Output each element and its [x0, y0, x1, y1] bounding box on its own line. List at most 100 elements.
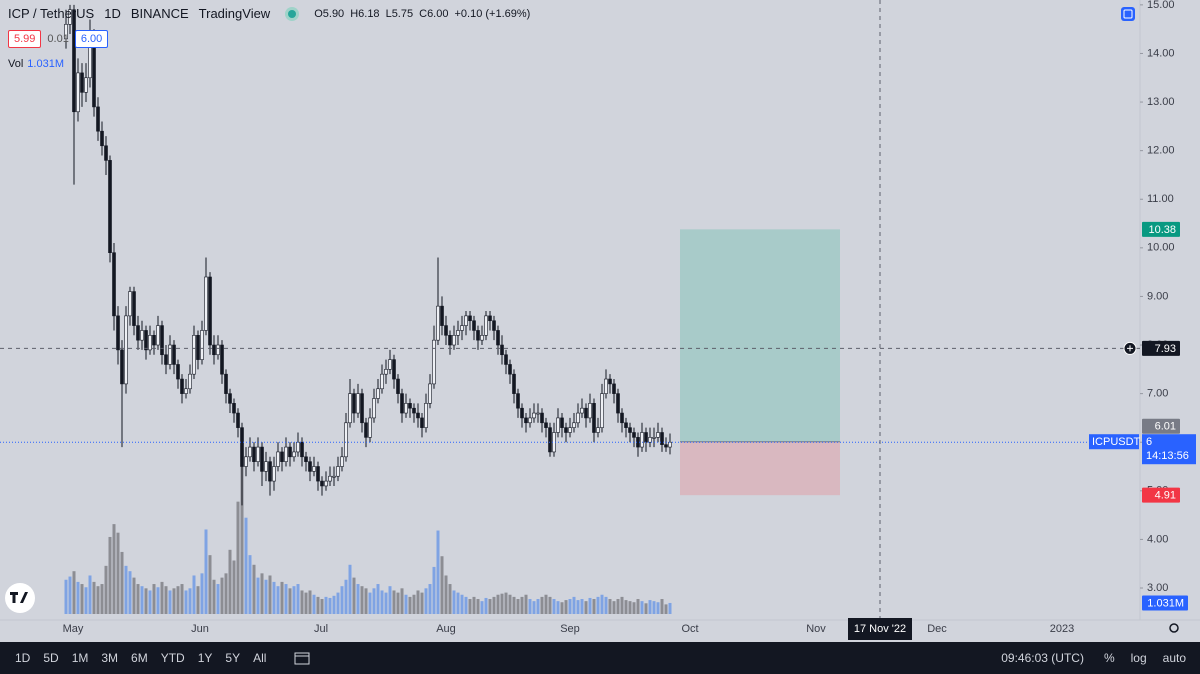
- candle-body: [64, 23, 68, 40]
- volume-bar: [376, 584, 380, 614]
- y-tick-label: 9.00: [1147, 290, 1168, 302]
- volume-bar: [324, 596, 328, 614]
- candle-body: [120, 349, 124, 385]
- candle-body: [340, 456, 344, 467]
- range-button[interactable]: 6M: [131, 651, 148, 665]
- volume-bar: [528, 599, 532, 614]
- range-buttons: 1D 5D 1M 3M 6M YTD 1Y 5Y All: [15, 651, 266, 665]
- ohlc-key: C: [419, 7, 428, 20]
- ohlc-item: O5.90: [314, 8, 344, 20]
- volume-value: 1.031M: [27, 58, 64, 70]
- candle-body: [192, 335, 196, 375]
- candle-body: [336, 466, 340, 477]
- volume-bar: [400, 588, 404, 614]
- candle-body: [380, 373, 384, 390]
- range-button[interactable]: All: [253, 651, 267, 665]
- candle-body: [536, 412, 540, 415]
- volume-bar: [500, 593, 504, 614]
- volume-bar: [456, 592, 460, 614]
- volume-bar: [188, 588, 192, 614]
- volume-bar: [392, 590, 396, 614]
- y-tick-label: 13.00: [1147, 96, 1175, 108]
- volume-bar: [372, 588, 376, 614]
- x-tick-label: Dec: [927, 623, 947, 635]
- range-button[interactable]: 5Y: [225, 651, 241, 665]
- date-range-icon[interactable]: [294, 651, 310, 665]
- range-button[interactable]: 1M: [71, 651, 89, 665]
- range-button[interactable]: 1D: [15, 651, 31, 665]
- volume-bar: [244, 517, 248, 614]
- candle-body: [580, 407, 584, 414]
- candle-body: [424, 403, 428, 428]
- ohlc-value: 5.75: [391, 7, 414, 20]
- candle-body: [84, 77, 88, 93]
- candle-body: [384, 369, 388, 375]
- y-tick-label: 4.00: [1147, 533, 1168, 545]
- range-button[interactable]: 3M: [101, 651, 119, 665]
- scale-option[interactable]: log: [1130, 651, 1147, 665]
- candle-body: [508, 364, 512, 375]
- candle-body: [168, 344, 172, 365]
- candle-body: [252, 446, 256, 462]
- countdown: 14:13:56: [1146, 450, 1189, 462]
- fullscreen-icon[interactable]: [1121, 7, 1135, 21]
- volume-bar: [548, 596, 552, 614]
- stop-label-bg: [1142, 487, 1180, 503]
- candle-body: [416, 412, 420, 419]
- trade-row: 5.99 0.01 6.00: [8, 30, 109, 48]
- range-button[interactable]: 5D: [43, 651, 59, 665]
- volume-bar: [608, 599, 612, 614]
- volume-bar: [192, 575, 196, 614]
- candle-body: [388, 359, 392, 370]
- candle-body: [588, 403, 592, 419]
- volume-bar: [640, 601, 644, 614]
- crosshair-price: 7.93: [1155, 343, 1176, 355]
- volume-bar: [468, 599, 472, 614]
- sell-price[interactable]: 5.99: [8, 30, 42, 48]
- buy-price[interactable]: 6.00: [74, 30, 109, 48]
- volume-bar: [332, 595, 336, 614]
- x-tick-label: Oct: [681, 623, 698, 635]
- volume-bar: [68, 576, 72, 614]
- volume-bar: [96, 586, 100, 614]
- crosshair-time-bg: [848, 618, 912, 640]
- candle-body: [476, 330, 480, 341]
- settings-icon[interactable]: [1169, 623, 1179, 633]
- volume-bar: [304, 592, 308, 614]
- exchange: BINANCE: [130, 6, 189, 21]
- ohlc-item: H6.18: [350, 8, 379, 20]
- toolbar: 1D 5D 1M 3M 6M YTD 1Y 5Y All 09:46:03 (UTC) % log…: [0, 642, 1200, 674]
- candle-body: [124, 315, 128, 385]
- volume-bar: [540, 596, 544, 614]
- candle-body: [620, 412, 624, 424]
- symbol[interactable]: ICP / TetherUS: [8, 6, 95, 21]
- scale-option[interactable]: %: [1103, 651, 1115, 665]
- interval[interactable]: 1D: [104, 6, 121, 21]
- volume-bar: [420, 592, 424, 614]
- volume-bar: [172, 588, 176, 614]
- candle-body: [172, 344, 176, 365]
- volume-bar: [396, 592, 400, 614]
- candle-body: [592, 403, 596, 433]
- volume-bar: [144, 588, 148, 614]
- x-tick-label: Nov: [806, 623, 826, 635]
- candle-body: [548, 427, 552, 453]
- volume-bar: [180, 584, 184, 614]
- candle-body: [260, 446, 264, 472]
- volume-bar: [552, 599, 556, 614]
- volume-legend: Vol 1.031M: [8, 58, 64, 70]
- scale-option[interactable]: auto: [1162, 651, 1186, 665]
- volume-bar: [484, 597, 488, 614]
- volume-bar: [604, 596, 608, 614]
- range-button[interactable]: YTD: [160, 651, 185, 665]
- volume-bar: [580, 599, 584, 614]
- candle-body: [404, 403, 408, 414]
- candle-body: [528, 417, 532, 424]
- volume-bar: [80, 584, 84, 614]
- candle-body: [656, 432, 660, 438]
- volume-bar: [360, 586, 364, 614]
- candle-body: [152, 335, 156, 346]
- range-button[interactable]: 1Y: [197, 651, 213, 665]
- volume-bar: [104, 565, 108, 614]
- logo-mark: [10, 592, 28, 603]
